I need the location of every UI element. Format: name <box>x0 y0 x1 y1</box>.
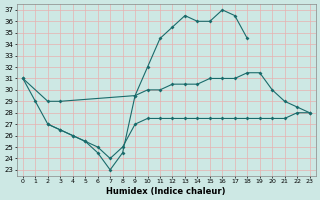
X-axis label: Humidex (Indice chaleur): Humidex (Indice chaleur) <box>107 187 226 196</box>
